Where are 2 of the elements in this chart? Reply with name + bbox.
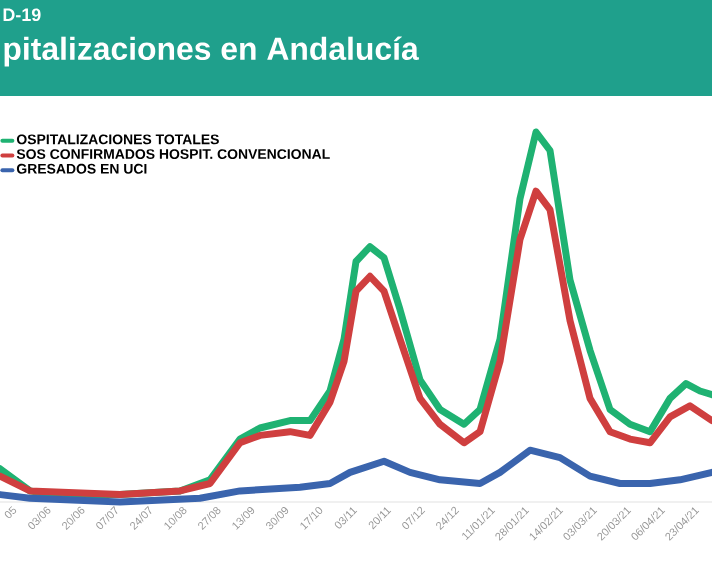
chart-title: pitalizaciones en Andalucía (4, 36, 419, 67)
chart-subtitle: D-19 (3, 8, 41, 22)
